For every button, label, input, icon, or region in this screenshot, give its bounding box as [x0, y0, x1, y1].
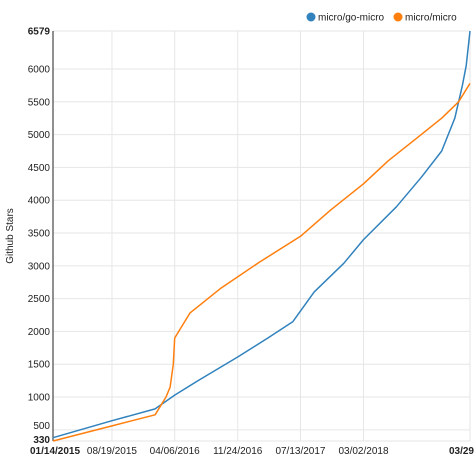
- x-tick-label: 07/13/2017: [275, 446, 325, 457]
- y-tick-label: 1500: [28, 360, 51, 371]
- y-tick-label: 500: [33, 421, 50, 432]
- y-tick-label: 1000: [28, 393, 51, 404]
- legend-swatch: [393, 12, 403, 22]
- x-tick-label: 01/14/2015: [30, 446, 80, 457]
- legend-item[interactable]: micro/micro: [393, 12, 458, 24]
- y-axis: 330 500 1000 1500 2000 2500 3000 3500 4000 4500 50…: [28, 27, 51, 447]
- y-tick-label: 6579: [28, 27, 51, 38]
- y-tick-label: 2000: [28, 327, 51, 338]
- x-tick-label: 11/24/2016: [213, 446, 263, 457]
- y-tick-label: 3000: [28, 261, 51, 272]
- x-tick-label: 03/02/2018: [338, 446, 388, 457]
- y-tick-label: 6000: [28, 64, 51, 75]
- gridlines: [52, 30, 471, 442]
- x-tick-label: 08/19/2015: [87, 446, 137, 457]
- legend-label: micro/micro: [405, 13, 457, 24]
- y-tick-label: 2500: [28, 294, 51, 305]
- y-tick-label: 330: [33, 435, 50, 446]
- y-axis-title: Github Stars: [5, 208, 16, 264]
- legend-item[interactable]: micro/go-micro: [306, 12, 385, 24]
- series-line-micro-go-micro: [52, 30, 471, 439]
- y-tick-label: 4500: [28, 163, 51, 174]
- legend[interactable]: micro/go-micro micro/micro: [306, 12, 458, 24]
- y-tick-label: 4000: [28, 196, 51, 207]
- y-tick-label: 5000: [28, 130, 51, 141]
- x-tick-label: 03/29: [449, 446, 474, 457]
- y-tick-label: 5500: [28, 97, 51, 108]
- x-tick-label: 04/06/2016: [150, 446, 200, 457]
- y-tick-label: 3500: [28, 229, 51, 240]
- legend-label: micro/go-micro: [318, 13, 385, 24]
- series-line-micro-micro: [52, 83, 471, 442]
- legend-swatch: [306, 12, 316, 22]
- x-axis: 01/14/2015 08/19/2015 04/06/2016 11/24/2016…: [30, 446, 474, 457]
- series-lines: [52, 30, 471, 442]
